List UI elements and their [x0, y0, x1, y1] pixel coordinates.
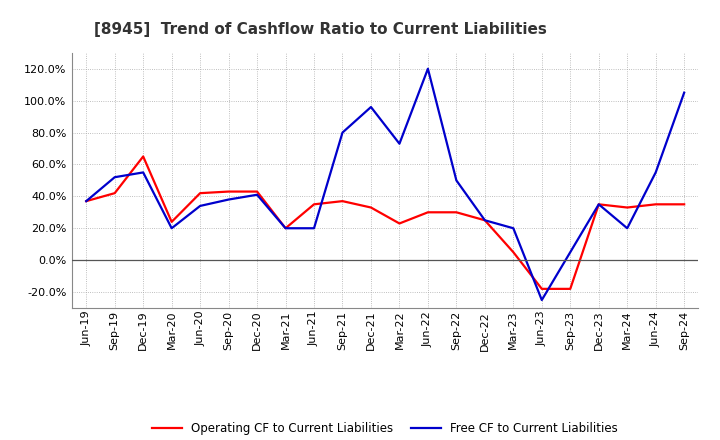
Operating CF to Current Liabilities — [110, 191, 119, 196]
Operating CF to Current Liabilities — [253, 189, 261, 194]
Free CF to Current Liabilities — [537, 297, 546, 303]
Free CF to Current Liabilities — [509, 226, 518, 231]
Operating CF to Current Liabilities — [623, 205, 631, 210]
Free CF to Current Liabilities — [253, 192, 261, 198]
Free CF to Current Liabilities — [452, 178, 461, 183]
Operating CF to Current Liabilities — [338, 198, 347, 204]
Free CF to Current Liabilities — [395, 141, 404, 147]
Operating CF to Current Liabilities — [366, 205, 375, 210]
Legend: Operating CF to Current Liabilities, Free CF to Current Liabilities: Operating CF to Current Liabilities, Fre… — [153, 422, 618, 435]
Operating CF to Current Liabilities — [423, 209, 432, 215]
Operating CF to Current Liabilities — [680, 202, 688, 207]
Operating CF to Current Liabilities — [537, 286, 546, 291]
Operating CF to Current Liabilities — [652, 202, 660, 207]
Operating CF to Current Liabilities — [82, 198, 91, 204]
Free CF to Current Liabilities — [225, 197, 233, 202]
Free CF to Current Liabilities — [595, 202, 603, 207]
Operating CF to Current Liabilities — [225, 189, 233, 194]
Line: Free CF to Current Liabilities: Free CF to Current Liabilities — [86, 69, 684, 300]
Free CF to Current Liabilities — [566, 249, 575, 255]
Operating CF to Current Liabilities — [196, 191, 204, 196]
Operating CF to Current Liabilities — [310, 202, 318, 207]
Free CF to Current Liabilities — [366, 104, 375, 110]
Line: Operating CF to Current Liabilities: Operating CF to Current Liabilities — [86, 157, 684, 289]
Free CF to Current Liabilities — [282, 226, 290, 231]
Free CF to Current Liabilities — [680, 90, 688, 95]
Free CF to Current Liabilities — [480, 218, 489, 223]
Operating CF to Current Liabilities — [480, 218, 489, 223]
Free CF to Current Liabilities — [139, 170, 148, 175]
Operating CF to Current Liabilities — [452, 209, 461, 215]
Operating CF to Current Liabilities — [509, 249, 518, 255]
Operating CF to Current Liabilities — [282, 226, 290, 231]
Text: [8945]  Trend of Cashflow Ratio to Current Liabilities: [8945] Trend of Cashflow Ratio to Curren… — [94, 22, 546, 37]
Operating CF to Current Liabilities — [595, 202, 603, 207]
Free CF to Current Liabilities — [652, 170, 660, 175]
Free CF to Current Liabilities — [310, 226, 318, 231]
Free CF to Current Liabilities — [423, 66, 432, 71]
Free CF to Current Liabilities — [82, 198, 91, 204]
Free CF to Current Liabilities — [623, 226, 631, 231]
Operating CF to Current Liabilities — [395, 221, 404, 226]
Operating CF to Current Liabilities — [566, 286, 575, 291]
Operating CF to Current Liabilities — [139, 154, 148, 159]
Operating CF to Current Liabilities — [167, 219, 176, 224]
Free CF to Current Liabilities — [167, 226, 176, 231]
Free CF to Current Liabilities — [110, 175, 119, 180]
Free CF to Current Liabilities — [196, 203, 204, 209]
Free CF to Current Liabilities — [338, 130, 347, 135]
